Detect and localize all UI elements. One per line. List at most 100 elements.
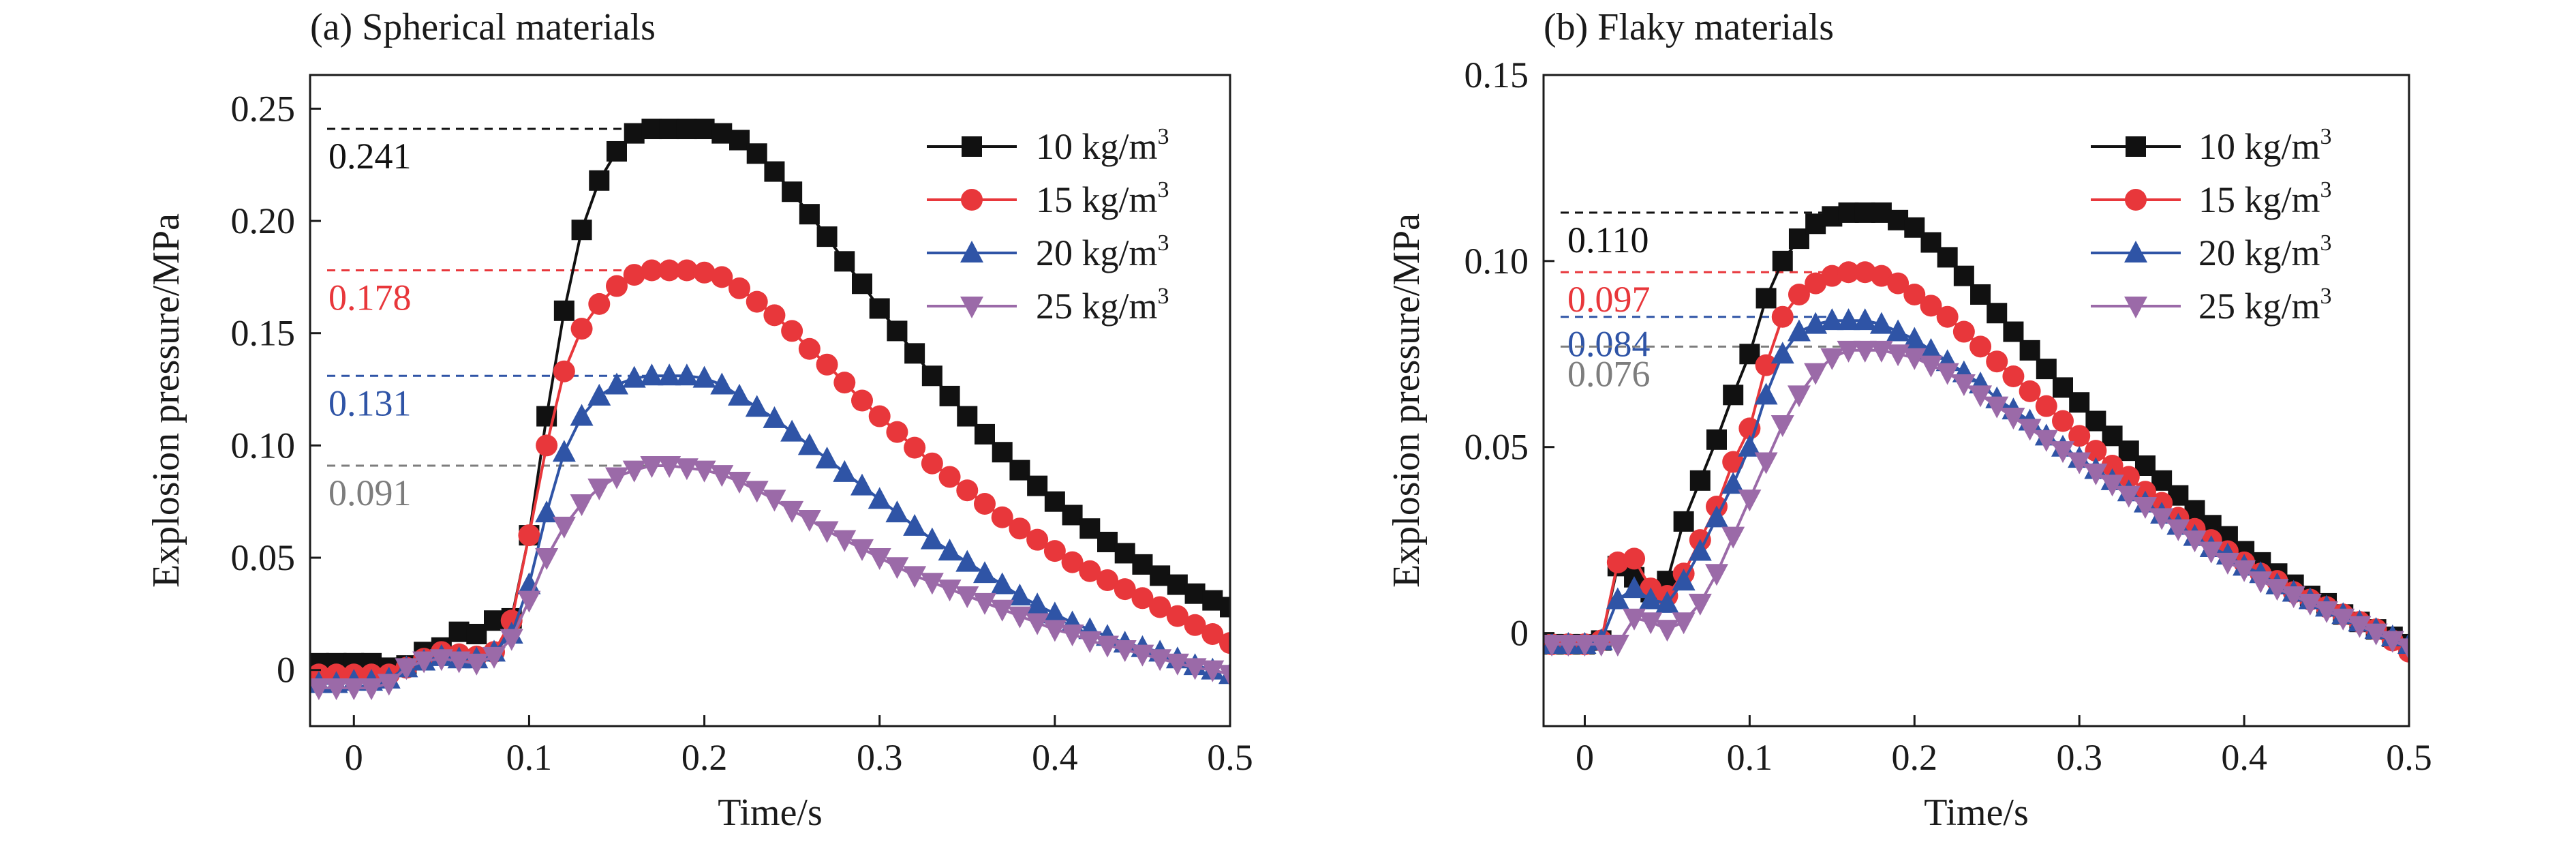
- data-point: [570, 318, 593, 340]
- data-point: [710, 465, 734, 487]
- data-point: [1821, 265, 1843, 287]
- data-point: [903, 566, 927, 588]
- data-point: [833, 530, 857, 552]
- x-tick-label: 0.1: [506, 737, 553, 778]
- data-point: [1903, 283, 1926, 305]
- data-point: [1026, 613, 1049, 635]
- data-point: [553, 360, 575, 382]
- data-point: [1623, 576, 1646, 599]
- data-point: [1706, 429, 1727, 450]
- peak-value-label: 0.110: [1567, 220, 1649, 260]
- legend-entry-label: 25 kg/m3: [1036, 284, 1169, 327]
- legend-marker: [2124, 297, 2147, 318]
- data-point: [641, 259, 663, 282]
- data-point: [2364, 623, 2388, 646]
- data-point: [816, 353, 838, 376]
- data-point: [1985, 396, 2009, 419]
- series-25: [310, 456, 1230, 701]
- data-point: [622, 365, 646, 388]
- data-point: [1805, 272, 1827, 295]
- data-point: [904, 343, 925, 364]
- data-point: [1853, 308, 1877, 331]
- y-tick-label: 0.20: [231, 200, 296, 241]
- legend-entry-label: 25 kg/m3: [2198, 284, 2332, 327]
- data-point: [1689, 470, 1711, 491]
- data-point: [1869, 312, 1893, 334]
- data-point: [1097, 531, 1118, 552]
- data-point: [2003, 321, 2024, 342]
- series-line: [1552, 319, 2409, 646]
- peak-value-label: 0.084: [1567, 324, 1651, 365]
- peak-value-label: 0.091: [328, 472, 412, 513]
- data-point: [2034, 430, 2058, 452]
- data-point: [500, 629, 523, 651]
- data-point: [2331, 608, 2355, 631]
- data-point: [640, 456, 664, 478]
- data-point: [815, 447, 839, 469]
- data-point: [780, 419, 804, 442]
- data-point: [624, 123, 645, 144]
- data-point: [868, 487, 891, 509]
- data-point: [816, 226, 838, 247]
- data-point: [1903, 327, 1927, 349]
- data-point: [1060, 624, 1084, 646]
- data-point: [938, 580, 962, 602]
- y-axis-label: Explosion pressure/MPa: [145, 213, 187, 588]
- data-point: [1008, 606, 1032, 629]
- series-line: [318, 269, 1230, 676]
- data-point: [377, 674, 401, 696]
- data-point: [1853, 340, 1877, 363]
- data-point: [675, 458, 699, 481]
- legend-marker: [2125, 189, 2147, 211]
- data-point: [1721, 526, 1745, 549]
- data-point: [641, 119, 662, 140]
- data-point: [1201, 660, 1225, 682]
- data-point: [833, 372, 856, 394]
- data-point: [1096, 635, 1119, 658]
- data-point: [1705, 564, 1728, 586]
- data-point: [693, 261, 716, 284]
- legend-marker: [2124, 241, 2147, 262]
- data-point: [552, 516, 576, 539]
- data-point: [622, 460, 646, 483]
- peak-value-label: 0.097: [1567, 279, 1651, 320]
- plot-frame: [1542, 74, 2410, 727]
- data-point: [448, 621, 470, 642]
- legend-marker: [961, 189, 983, 211]
- data-point: [710, 372, 734, 395]
- data-point: [675, 259, 698, 282]
- data-point: [1952, 320, 1975, 343]
- x-tick-label: 0.3: [857, 737, 903, 778]
- legend-entry-label: 15 kg/m3: [2198, 177, 2332, 220]
- data-point: [692, 365, 716, 388]
- legend: 10 kg/m3 15 kg/m3 20 kg/m3 25 kg/m3: [2091, 124, 2332, 327]
- data-point: [1770, 342, 1794, 364]
- data-point: [990, 572, 1014, 595]
- y-tick-label: 0.15: [231, 313, 296, 354]
- data-point: [975, 423, 995, 445]
- data-point: [1953, 265, 1974, 286]
- legend-entry-label: 20 kg/m3: [1036, 230, 1169, 273]
- data-point: [780, 500, 804, 523]
- data-point: [587, 383, 611, 406]
- data-point: [869, 298, 890, 319]
- data-point: [973, 561, 996, 584]
- data-point: [1738, 490, 1762, 512]
- data-point: [921, 452, 943, 475]
- data-point: [1919, 337, 1943, 360]
- x-tick-label: 0: [345, 737, 363, 778]
- data-point: [658, 259, 681, 282]
- data-point: [1026, 592, 1049, 615]
- data-point: [1097, 569, 1118, 591]
- data-point: [868, 405, 891, 427]
- data-point: [746, 290, 768, 313]
- data-point: [536, 434, 558, 457]
- data-point: [1771, 305, 1794, 328]
- data-point: [1854, 261, 1876, 284]
- y-axis-label: Explosion pressure/MPa: [1385, 213, 1428, 588]
- data-point: [1131, 587, 1154, 610]
- data-point: [2002, 365, 2025, 388]
- data-point: [1655, 590, 1679, 613]
- data-point: [1969, 385, 1993, 408]
- data-point: [395, 658, 418, 680]
